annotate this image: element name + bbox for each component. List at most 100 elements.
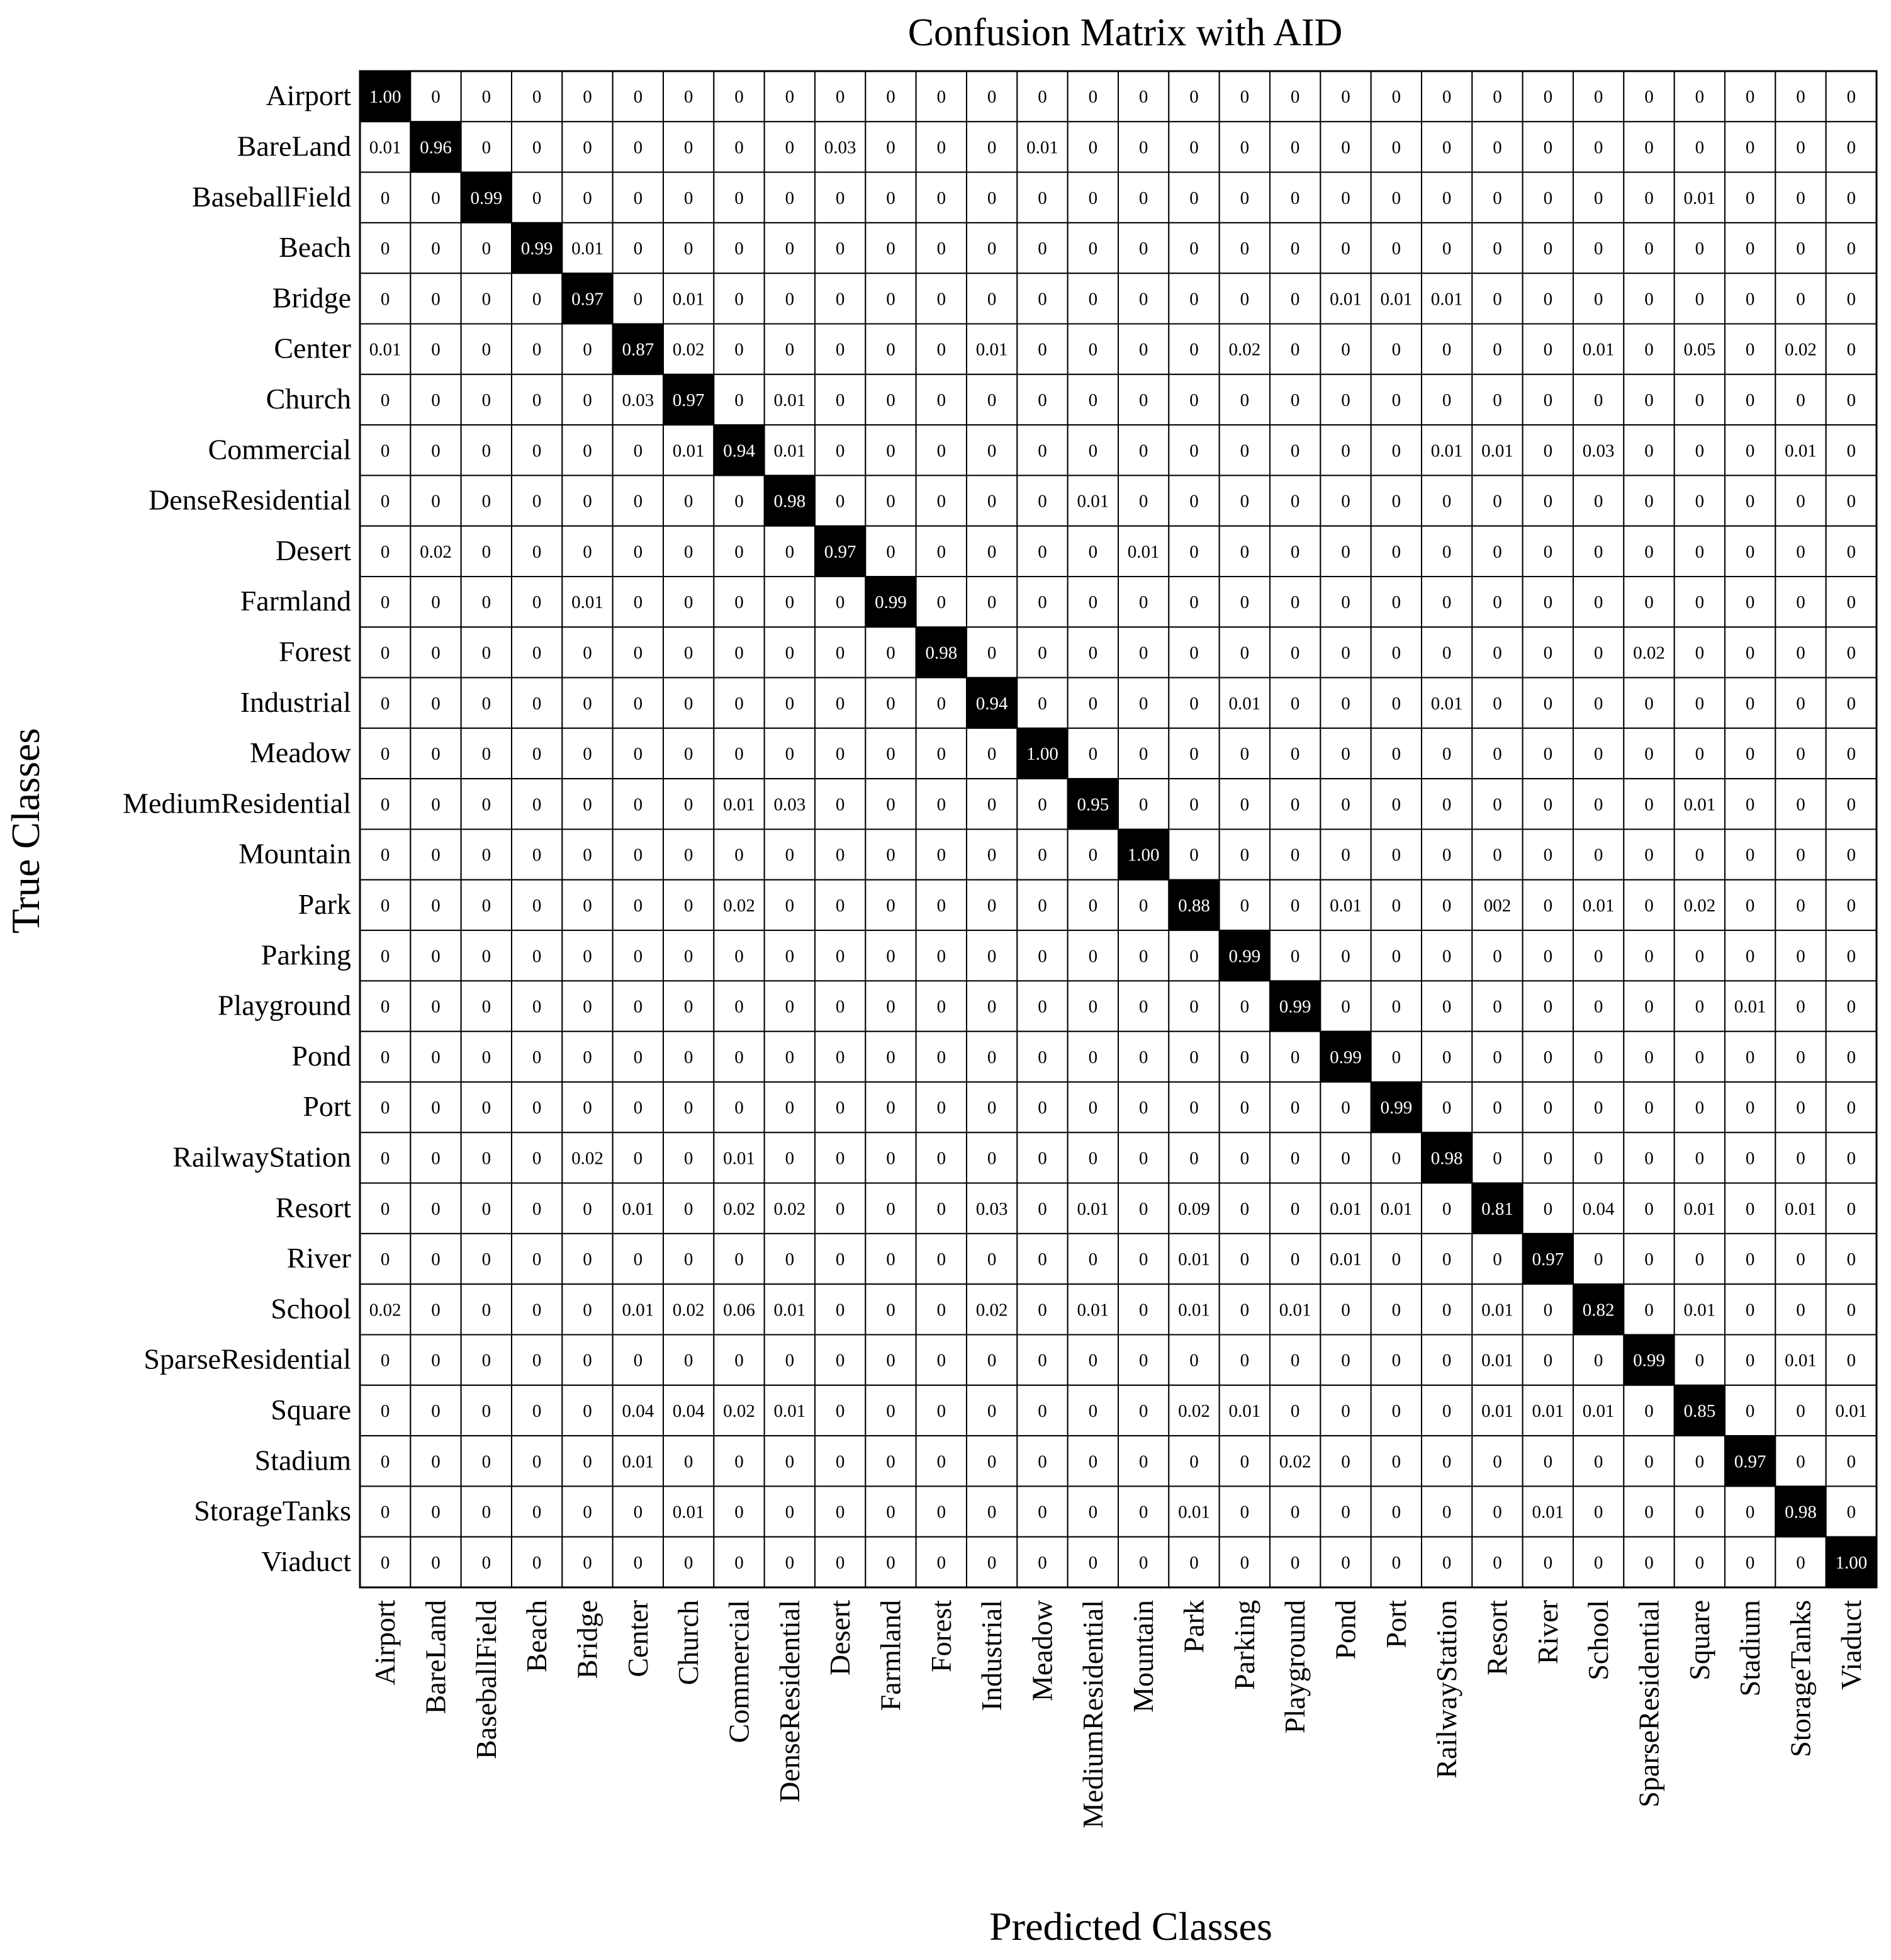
cell-value: 0 <box>1644 1401 1654 1421</box>
matrix-cell <box>612 778 665 830</box>
matrix-cell <box>915 70 967 123</box>
column-label: Resort <box>1481 1600 1513 1676</box>
cell-value: 0 <box>482 1553 491 1573</box>
cell-value: 0.02 <box>571 1148 603 1168</box>
cell-value: 0 <box>1796 896 1805 916</box>
matrix-cell <box>1320 70 1372 123</box>
cell-value: 0 <box>1392 1451 1401 1472</box>
x-axis-title: Predicted Classes <box>989 1904 1272 1949</box>
cell-value: 0.01 <box>773 441 805 461</box>
cell-value: 0 <box>1442 794 1452 814</box>
matrix-cell <box>1673 171 1726 223</box>
cell-value: 0 <box>1442 1300 1452 1320</box>
cell-value: 0 <box>785 845 795 865</box>
cell-value: 0 <box>532 1451 542 1472</box>
cell-value: 0 <box>1139 744 1148 764</box>
cell-value: 0 <box>836 188 845 208</box>
cell-value: 0 <box>1341 1451 1350 1472</box>
cell-value: 0 <box>1493 1098 1502 1118</box>
cell-value: 0 <box>1291 137 1300 157</box>
cell-value: 0 <box>1189 997 1199 1017</box>
matrix-cell <box>1623 121 1675 173</box>
matrix-cell <box>663 273 715 325</box>
matrix-cell <box>966 1334 1018 1386</box>
matrix-cell <box>1269 1030 1321 1083</box>
cell-value: 0.01 <box>1835 1401 1867 1421</box>
cell-value: 0 <box>1341 997 1350 1017</box>
cell-value: 0.01 <box>1178 1249 1210 1270</box>
matrix-cell <box>359 424 412 476</box>
cell-value: 0.99 <box>521 239 553 259</box>
matrix-cell <box>1623 222 1675 274</box>
matrix-cell <box>1775 475 1827 527</box>
matrix-cell <box>1825 727 1878 780</box>
matrix-cell <box>1724 1081 1776 1134</box>
cell-value: 0 <box>381 744 390 764</box>
cell-value: 0 <box>1594 643 1603 663</box>
row-label: BareLand <box>237 130 351 162</box>
matrix-cell <box>1421 1030 1473 1083</box>
cell-value: 0.85 <box>1683 1401 1715 1421</box>
cell-value: 0.01 <box>1380 1199 1412 1219</box>
matrix-cell <box>1522 475 1574 527</box>
cell-value: 0 <box>1544 592 1553 612</box>
cell-value: 0 <box>1291 744 1300 764</box>
cell-value: 0 <box>734 592 744 612</box>
cell-value: 0 <box>937 1148 946 1168</box>
cell-value: 0 <box>785 946 795 966</box>
cell-value: 0.94 <box>976 694 1008 714</box>
cell-value: 1.00 <box>369 87 401 107</box>
cell-value: 0 <box>1493 87 1502 107</box>
matrix-cell <box>410 1030 462 1083</box>
matrix-cell <box>1421 1334 1473 1386</box>
cell-value: 0.02 <box>673 340 705 360</box>
matrix-cell <box>915 1232 967 1285</box>
cell-value: 0 <box>1847 188 1856 208</box>
matrix-grid: 1.00 0 0 0 0 0 0 0 0 0 0 0 0 0 0 0 0 0 0 0 0 0 0 0 0 0 0 0 0 0 0.01 0.9… <box>359 70 1878 1589</box>
cell-value: 0 <box>634 1249 643 1270</box>
matrix-cell <box>612 727 665 780</box>
matrix-cell <box>663 1030 715 1083</box>
cell-value: 0 <box>532 188 542 208</box>
cell-value: 0 <box>1442 896 1452 916</box>
matrix-cell <box>713 778 765 830</box>
matrix-cell <box>1724 525 1776 578</box>
cell-value: 0 <box>1139 87 1148 107</box>
cell-value: 0 <box>937 289 946 309</box>
cell-value: 0 <box>583 794 592 814</box>
cell-value: 0 <box>532 390 542 410</box>
column-label: SparseResidential <box>1633 1600 1665 1808</box>
cell-value: 0 <box>381 188 390 208</box>
matrix-cell <box>1320 121 1372 173</box>
cell-value: 0 <box>1644 1098 1654 1118</box>
matrix-cell <box>814 879 867 932</box>
cell-value: 0 <box>1695 492 1705 512</box>
cell-value: 0 <box>785 239 795 259</box>
cell-value: 0 <box>532 694 542 714</box>
cell-value: 0 <box>1644 845 1654 865</box>
cell-value: 0.01 <box>1481 1300 1513 1320</box>
cell-value: 0.98 <box>1785 1502 1817 1523</box>
matrix-cell <box>612 1485 665 1538</box>
cell-value: 0 <box>1544 137 1553 157</box>
matrix-cell <box>1724 373 1776 426</box>
cell-value: 0 <box>634 542 643 562</box>
column-label: Mountain <box>1127 1600 1159 1713</box>
matrix-cell <box>1269 1536 1321 1588</box>
matrix-cell <box>460 677 513 729</box>
cell-value: 0 <box>1493 694 1502 714</box>
cell-value: 0 <box>1746 1401 1755 1421</box>
cell-value: 0 <box>482 390 491 410</box>
cell-value: 0 <box>1392 441 1401 461</box>
cell-value: 0 <box>482 542 491 562</box>
matrix-cell <box>966 1384 1018 1437</box>
cell-value: 0 <box>987 997 997 1017</box>
cell-value: 0 <box>836 390 845 410</box>
cell-value: 0.01 <box>1785 441 1817 461</box>
cell-value: 0 <box>785 1148 795 1168</box>
cell-value: 0 <box>836 592 845 612</box>
cell-value: 0 <box>785 1351 795 1371</box>
matrix-cell <box>460 828 513 881</box>
cell-value: 0 <box>1139 1451 1148 1472</box>
cell-value: 0 <box>1291 1098 1300 1118</box>
